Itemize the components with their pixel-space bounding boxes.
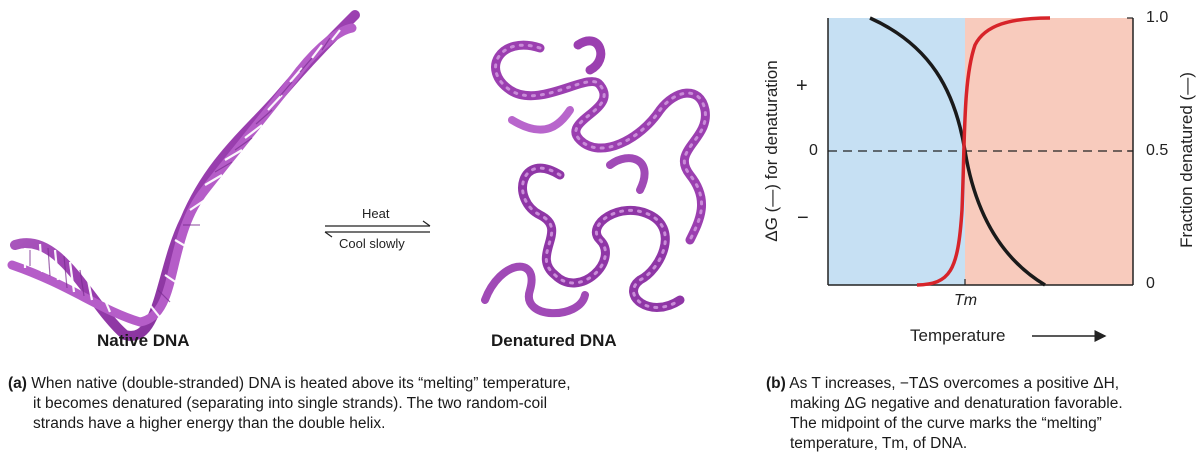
left-tick-plus: + [796,75,808,97]
native-dna-label: Native DNA [97,331,190,350]
native-dna-helix [7,10,360,341]
left-tick-zero: 0 [809,142,818,159]
x-axis-label: Temperature [910,326,1006,345]
caption-a-tag: (a) [8,375,27,392]
caption-b-tag: (b) [766,375,786,392]
caption-a-line-3: strands have a higher energy than the do… [33,415,386,432]
caption-b-line-3: The midpoint of the curve marks the “mel… [790,415,1102,432]
cool-slowly-label: Cool slowly [339,236,405,251]
caption-a-line-1: When native (double-stranded) DNA is hea… [31,375,571,392]
right-tick-mid: 0.5 [1146,142,1169,159]
left-tick-minus: − [797,207,809,229]
x-tick-tm: Tm [954,292,978,309]
denatured-dna-strands [481,36,710,318]
right-tick-top: 1.0 [1146,9,1169,26]
caption-b-line-1: As T increases, −TΔS overcomes a positiv… [789,375,1120,392]
caption-a: (a) When native (double-stranded) DNA is… [8,374,728,434]
melting-chart [827,16,1134,342]
heat-label: Heat [362,206,390,221]
caption-b-line-2: making ΔG negative and denaturation favo… [790,395,1123,412]
equilibrium-arrows [324,220,431,238]
fraction-denatured-curve [916,16,1051,287]
left-axis-label: ΔG (—) for denaturation [762,60,781,242]
caption-b-line-4: temperature, Tm, of DNA. [790,435,968,452]
right-axis-label: Fraction denatured (—) [1177,72,1196,248]
caption-a-line-2: it becomes denatured (separating into si… [33,395,548,412]
denatured-dna-label: Denatured DNA [491,331,617,350]
caption-b: (b) As T increases, −TΔS overcomes a pos… [766,374,1202,454]
hot-region [965,18,1133,285]
right-tick-bottom: 0 [1146,275,1155,292]
